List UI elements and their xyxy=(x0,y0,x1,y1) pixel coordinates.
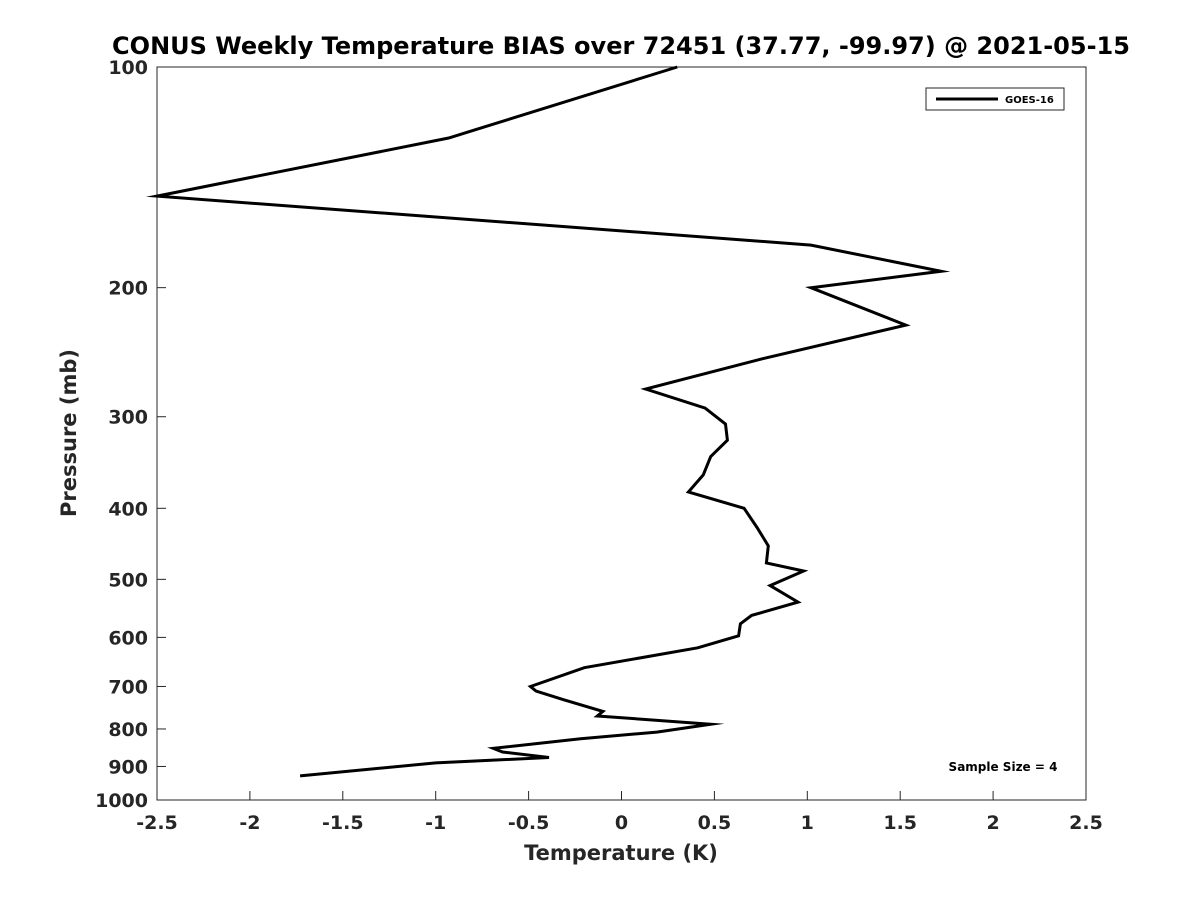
x-tick-label: -0.5 xyxy=(508,812,550,834)
x-tick-label: 1.5 xyxy=(883,812,917,834)
y-axis: 100 200 300 400 500 600 700 800 900 1000 xyxy=(95,57,166,812)
x-tick-label: -2.5 xyxy=(136,812,178,834)
x-tick-label: 0 xyxy=(615,812,628,834)
y-tick-label: 800 xyxy=(108,719,148,741)
y-tick-label: 300 xyxy=(108,407,148,429)
x-tick-label: -1.5 xyxy=(322,812,364,834)
x-axis-label: Temperature (K) xyxy=(524,841,718,865)
y-tick-label: 600 xyxy=(108,627,148,649)
legend[interactable]: GOES-16 xyxy=(925,87,1065,111)
y-tick-label: 100 xyxy=(108,57,148,79)
sample-size-annotation: Sample Size = 4 xyxy=(949,760,1058,774)
chart-title: CONUS Weekly Temperature BIAS over 72451… xyxy=(112,32,1130,60)
y-tick-label: 700 xyxy=(108,676,148,698)
x-tick-label: -1 xyxy=(425,812,446,834)
series-group xyxy=(145,65,951,778)
series-line-goes-16 xyxy=(145,65,951,778)
y-tick-label: 400 xyxy=(108,498,148,520)
x-tick-label: 2 xyxy=(986,812,999,834)
y-tick-label: 900 xyxy=(108,756,148,778)
y-tick-label: 1000 xyxy=(95,790,148,812)
legend-label-goes-16: GOES-16 xyxy=(1005,95,1054,106)
y-tick-label: 200 xyxy=(108,278,148,300)
x-tick-label: 1 xyxy=(801,812,814,834)
plot-area-box xyxy=(156,66,1087,801)
y-axis-label: Pressure (mb) xyxy=(57,349,81,517)
x-tick-label: 2.5 xyxy=(1069,812,1103,834)
x-tick-label: -2 xyxy=(239,812,260,834)
x-tick-label: 0.5 xyxy=(698,812,732,834)
x-axis: -2.5 -2 -1.5 -1 -0.5 0 0.5 1 1.5 2 2.5 xyxy=(136,791,1103,834)
y-tick-label: 500 xyxy=(108,569,148,591)
